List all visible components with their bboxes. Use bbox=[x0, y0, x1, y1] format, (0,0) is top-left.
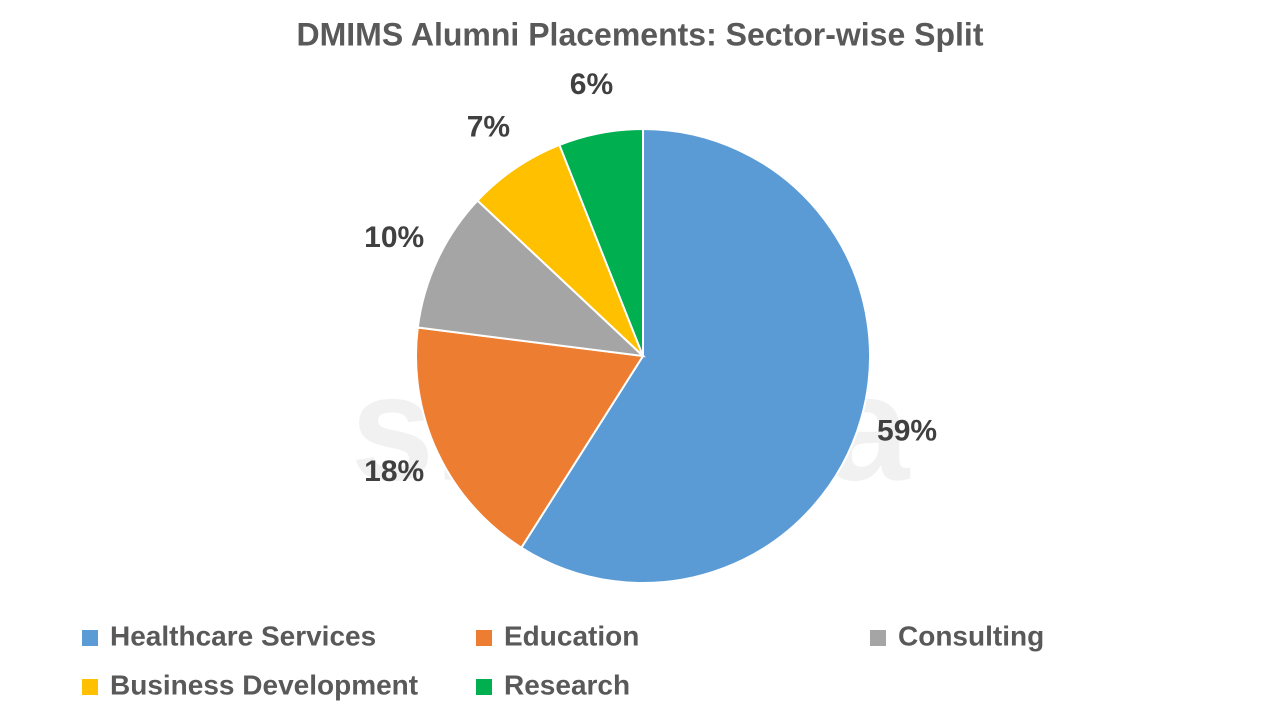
pie-slice bbox=[416, 199, 646, 358]
data-label: 10% bbox=[364, 221, 424, 254]
legend-label: Business Development bbox=[110, 669, 418, 700]
legend-swatch bbox=[476, 630, 492, 646]
legend-label: Research bbox=[504, 669, 630, 700]
pie-slice bbox=[415, 326, 645, 550]
legend-swatch bbox=[476, 679, 492, 695]
legend-label: Consulting bbox=[898, 620, 1044, 651]
legend-label: Healthcare Services bbox=[110, 620, 376, 651]
chart-title: DMIMS Alumni Placements: Sector-wise Spl… bbox=[297, 16, 984, 52]
data-label: 7% bbox=[467, 110, 510, 143]
pie-slice bbox=[519, 127, 871, 584]
legend-label: Education bbox=[504, 620, 639, 651]
data-label: 6% bbox=[570, 68, 613, 101]
legend-swatch bbox=[870, 630, 886, 646]
data-label: 59% bbox=[877, 415, 937, 448]
data-label: 18% bbox=[364, 455, 424, 488]
legend-swatch bbox=[82, 630, 98, 646]
pie-slice bbox=[558, 127, 644, 357]
legend-swatch bbox=[82, 679, 98, 695]
